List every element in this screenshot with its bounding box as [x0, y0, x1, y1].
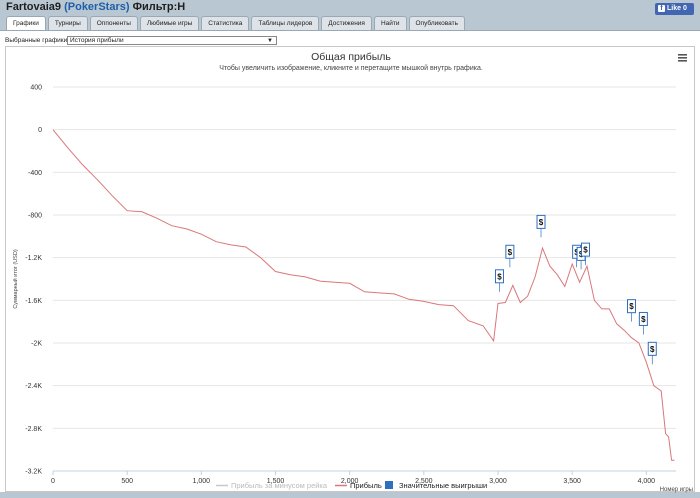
- x-tick-label: 3,000: [489, 478, 507, 485]
- tab-bar: Графики Турниры Оппоненты Любимые игры Стати…: [6, 16, 467, 30]
- chart-menu-icon[interactable]: [678, 54, 687, 62]
- chart-subtitle: Чтобы увеличить изображение, кликните и …: [219, 64, 483, 72]
- x-axis-title: Номер игры: [660, 487, 693, 493]
- x-tick-label: 500: [121, 478, 133, 485]
- main-panel: Выбранные графики: История прибыли ▼ Общ…: [0, 30, 700, 493]
- chart-title: Общая прибыль: [311, 51, 391, 63]
- svg-text:$: $: [650, 345, 655, 354]
- big-win-marker: $: [638, 311, 648, 335]
- svg-text:$: $: [497, 272, 502, 281]
- tab-6[interactable]: Достижения: [321, 16, 372, 30]
- site-name[interactable]: (PokerStars): [64, 1, 130, 13]
- x-tick-label: 1,500: [267, 478, 285, 485]
- big-win-marker: $: [647, 341, 657, 365]
- chart-selector-label: Выбранные графики:: [5, 37, 70, 44]
- big-win-marker: $: [536, 214, 546, 238]
- chart-select[interactable]: История прибыли ▼: [67, 36, 277, 45]
- svg-text:$: $: [583, 246, 588, 255]
- page-title: Fartovaia9 (PokerStars) Фильтр:Н: [6, 1, 185, 13]
- facebook-like-label: Like 0: [667, 5, 687, 12]
- legend-symbol: [385, 481, 393, 489]
- x-tick-label: 2,500: [415, 478, 433, 485]
- filter-label: Фильтр:Н: [132, 1, 186, 13]
- y-tick-label: 0: [38, 127, 42, 134]
- big-win-marker: $: [627, 299, 636, 322]
- x-tick-label: 3,500: [563, 478, 581, 485]
- y-tick-label: -2.8K: [25, 426, 42, 433]
- tab-8[interactable]: Опубликовать: [408, 16, 466, 30]
- y-tick-label: -800: [28, 213, 42, 220]
- tab-2[interactable]: Оппоненты: [89, 16, 138, 30]
- y-tick-label: -1.6K: [25, 298, 42, 305]
- svg-text:$: $: [508, 248, 513, 257]
- tab-0[interactable]: Графики: [6, 16, 46, 30]
- y-tick-label: -1.2K: [25, 255, 42, 262]
- tab-4[interactable]: Статистика: [201, 16, 250, 30]
- y-tick-label: -400: [28, 170, 42, 177]
- y-axis-title: Суммарный итог (USD): [12, 249, 19, 308]
- svg-text:$: $: [539, 218, 544, 227]
- y-tick-label: 400: [30, 85, 42, 92]
- y-tick-label: -3.2K: [25, 469, 42, 476]
- big-win-marker: $: [494, 269, 504, 292]
- svg-text:$: $: [641, 315, 646, 324]
- dropdown-arrow-icon: ▼: [267, 38, 273, 44]
- legend-item[interactable]: Прибыль: [350, 481, 382, 490]
- legend-item[interactable]: Значительные выигрыши: [399, 481, 487, 490]
- player-name: Fartovaia9: [6, 1, 62, 13]
- profit-series-line: [52, 129, 675, 461]
- header-bar: Fartovaia9 (PokerStars) Фильтр:Н f Like 0: [0, 0, 700, 17]
- big-win-marker: $: [581, 242, 591, 266]
- y-tick-label: -2K: [31, 341, 42, 348]
- svg-text:$: $: [629, 302, 634, 311]
- x-tick-label: 0: [51, 478, 55, 485]
- chart-container[interactable]: Общая прибыль Чтобы увеличить изображение…: [5, 46, 696, 493]
- tab-7[interactable]: Найти: [373, 16, 407, 30]
- x-tick-label: 4,000: [638, 478, 656, 485]
- tab-5[interactable]: Таблицы лидеров: [251, 16, 320, 30]
- tab-1[interactable]: Турниры: [47, 16, 88, 30]
- big-win-marker: $: [505, 244, 515, 268]
- facebook-like-button[interactable]: f Like 0: [655, 3, 694, 15]
- x-tick-label: 1,000: [193, 478, 211, 485]
- chart-select-value: История прибыли: [70, 37, 124, 44]
- facebook-icon: f: [658, 5, 665, 12]
- x-tick-label: 2,000: [341, 478, 359, 485]
- tab-3[interactable]: Любимые игры: [139, 16, 200, 30]
- y-tick-label: -2.4K: [25, 383, 42, 390]
- legend-item[interactable]: Прибыль за минусом рейка: [231, 481, 328, 490]
